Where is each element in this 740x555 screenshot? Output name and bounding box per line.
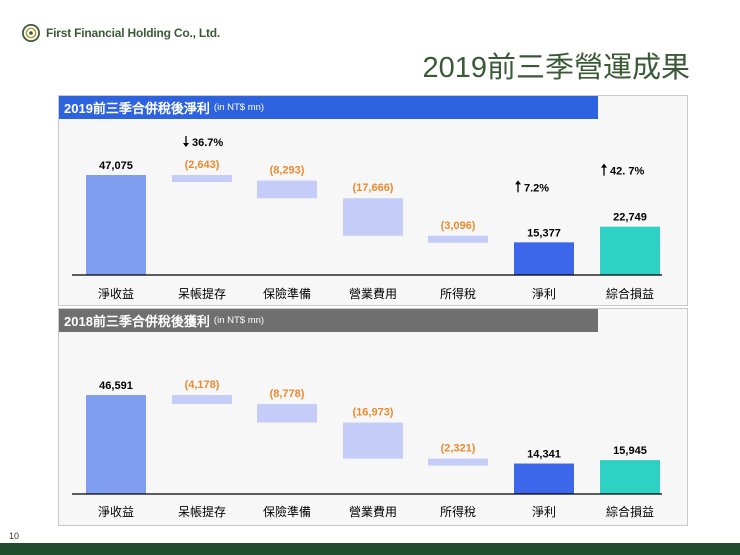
annotation-text-0-2: 42. 7%: [610, 166, 644, 178]
bar-0-2: [257, 180, 317, 199]
bar-1-3: [343, 422, 403, 459]
category-label-0-4: 所得稅: [440, 286, 476, 301]
company-logo: First Financial Holding Co., Ltd.: [22, 24, 220, 42]
bar-0-3: [343, 198, 403, 236]
bar-0-1: [172, 175, 232, 182]
category-label-0-5: 淨利: [532, 287, 556, 301]
value-label-0-4: (3,096): [441, 220, 476, 232]
company-logo-icon: [22, 24, 40, 42]
bar-0-6: [600, 226, 660, 275]
category-label-1-1: 呆帳提存: [178, 504, 226, 519]
bar-1-2: [257, 403, 317, 423]
value-label-1-6: 15,945: [613, 445, 647, 457]
annotation-arrowhead-0-1: [515, 180, 521, 185]
value-label-1-0: 46,591: [99, 380, 133, 392]
bar-0-4: [428, 235, 488, 243]
value-label-1-4: (2,321): [441, 443, 476, 455]
annotation-arrowhead-0-0: [183, 143, 189, 147]
category-label-0-0: 淨收益: [98, 287, 134, 301]
value-label-0-1: (2,643): [185, 159, 220, 171]
annotation-arrowhead-0-2: [601, 163, 607, 168]
page-number: 10: [9, 531, 20, 541]
bar-0-5: [514, 242, 574, 275]
annotation-text-0-1: 7.2%: [524, 182, 549, 194]
category-label-1-3: 營業費用: [349, 504, 397, 519]
annotation-text-0-0: 36.7%: [192, 137, 223, 149]
value-label-1-2: (8,778): [270, 388, 305, 400]
bar-0-0: [86, 175, 146, 275]
category-label-1-2: 保險準備: [263, 504, 311, 519]
chart-title-2019: 2019前三季合併稅後淨利: [64, 101, 210, 116]
chart-unit-2018: (in NT$ mn): [213, 315, 265, 326]
bar-1-0: [86, 395, 146, 494]
value-label-1-3: (16,973): [353, 407, 394, 419]
category-label-0-2: 保險準備: [263, 286, 311, 301]
company-name: First Financial Holding Co., Ltd.: [46, 26, 221, 40]
waterfall-chart-2018: 46,591 淨收益 (4,178) 呆帳提存 (8,778) 保險準備 (16,973) 營…: [72, 379, 662, 519]
footer-bar: [0, 543, 740, 555]
value-label-1-1: (4,178): [185, 379, 220, 391]
bar-1-5: [514, 463, 574, 494]
waterfall-chart-2019: 47,075 淨收益 (2,643) 呆帳提存 (8,293) 保險準備 (17,666) 營…: [72, 136, 662, 301]
value-label-0-3: (17,666): [353, 182, 394, 194]
bar-1-4: [428, 458, 488, 466]
value-label-0-5: 15,377: [527, 227, 561, 239]
category-label-0-1: 呆帳提存: [178, 286, 226, 301]
bar-1-1: [172, 395, 232, 404]
category-label-0-3: 營業費用: [349, 286, 397, 301]
chart-panel-2019: 2019前三季合併稅後淨利 (in NT$ mn) 47,075 淨收益 (2,64…: [58, 95, 688, 306]
value-label-0-2: (8,293): [270, 165, 305, 177]
chart-title-2018: 2018前三季合併稅後獲利: [64, 314, 210, 329]
category-label-0-6: 綜合損益: [606, 286, 654, 301]
value-label-1-5: 14,341: [527, 449, 561, 461]
chart-header-2019: 2019前三季合併稅後淨利 (in NT$ mn): [59, 96, 598, 119]
value-label-0-6: 22,749: [613, 212, 647, 224]
category-label-1-6: 綜合損益: [606, 504, 654, 519]
value-label-0-0: 47,075: [99, 160, 133, 172]
chart-panel-2018: 2018前三季合併稅後獲利 (in NT$ mn) 46,591 淨收益 (4,17…: [58, 308, 688, 526]
bar-1-6: [600, 460, 660, 494]
chart-unit-2019: (in NT$ mn): [213, 102, 265, 113]
category-label-1-4: 所得稅: [440, 504, 476, 519]
category-label-1-5: 淨利: [532, 505, 556, 519]
category-label-1-0: 淨收益: [98, 505, 134, 519]
page-title: 2019前三季營運成果: [422, 52, 690, 84]
chart-header-2018: 2018前三季合併稅後獲利 (in NT$ mn): [59, 309, 598, 332]
